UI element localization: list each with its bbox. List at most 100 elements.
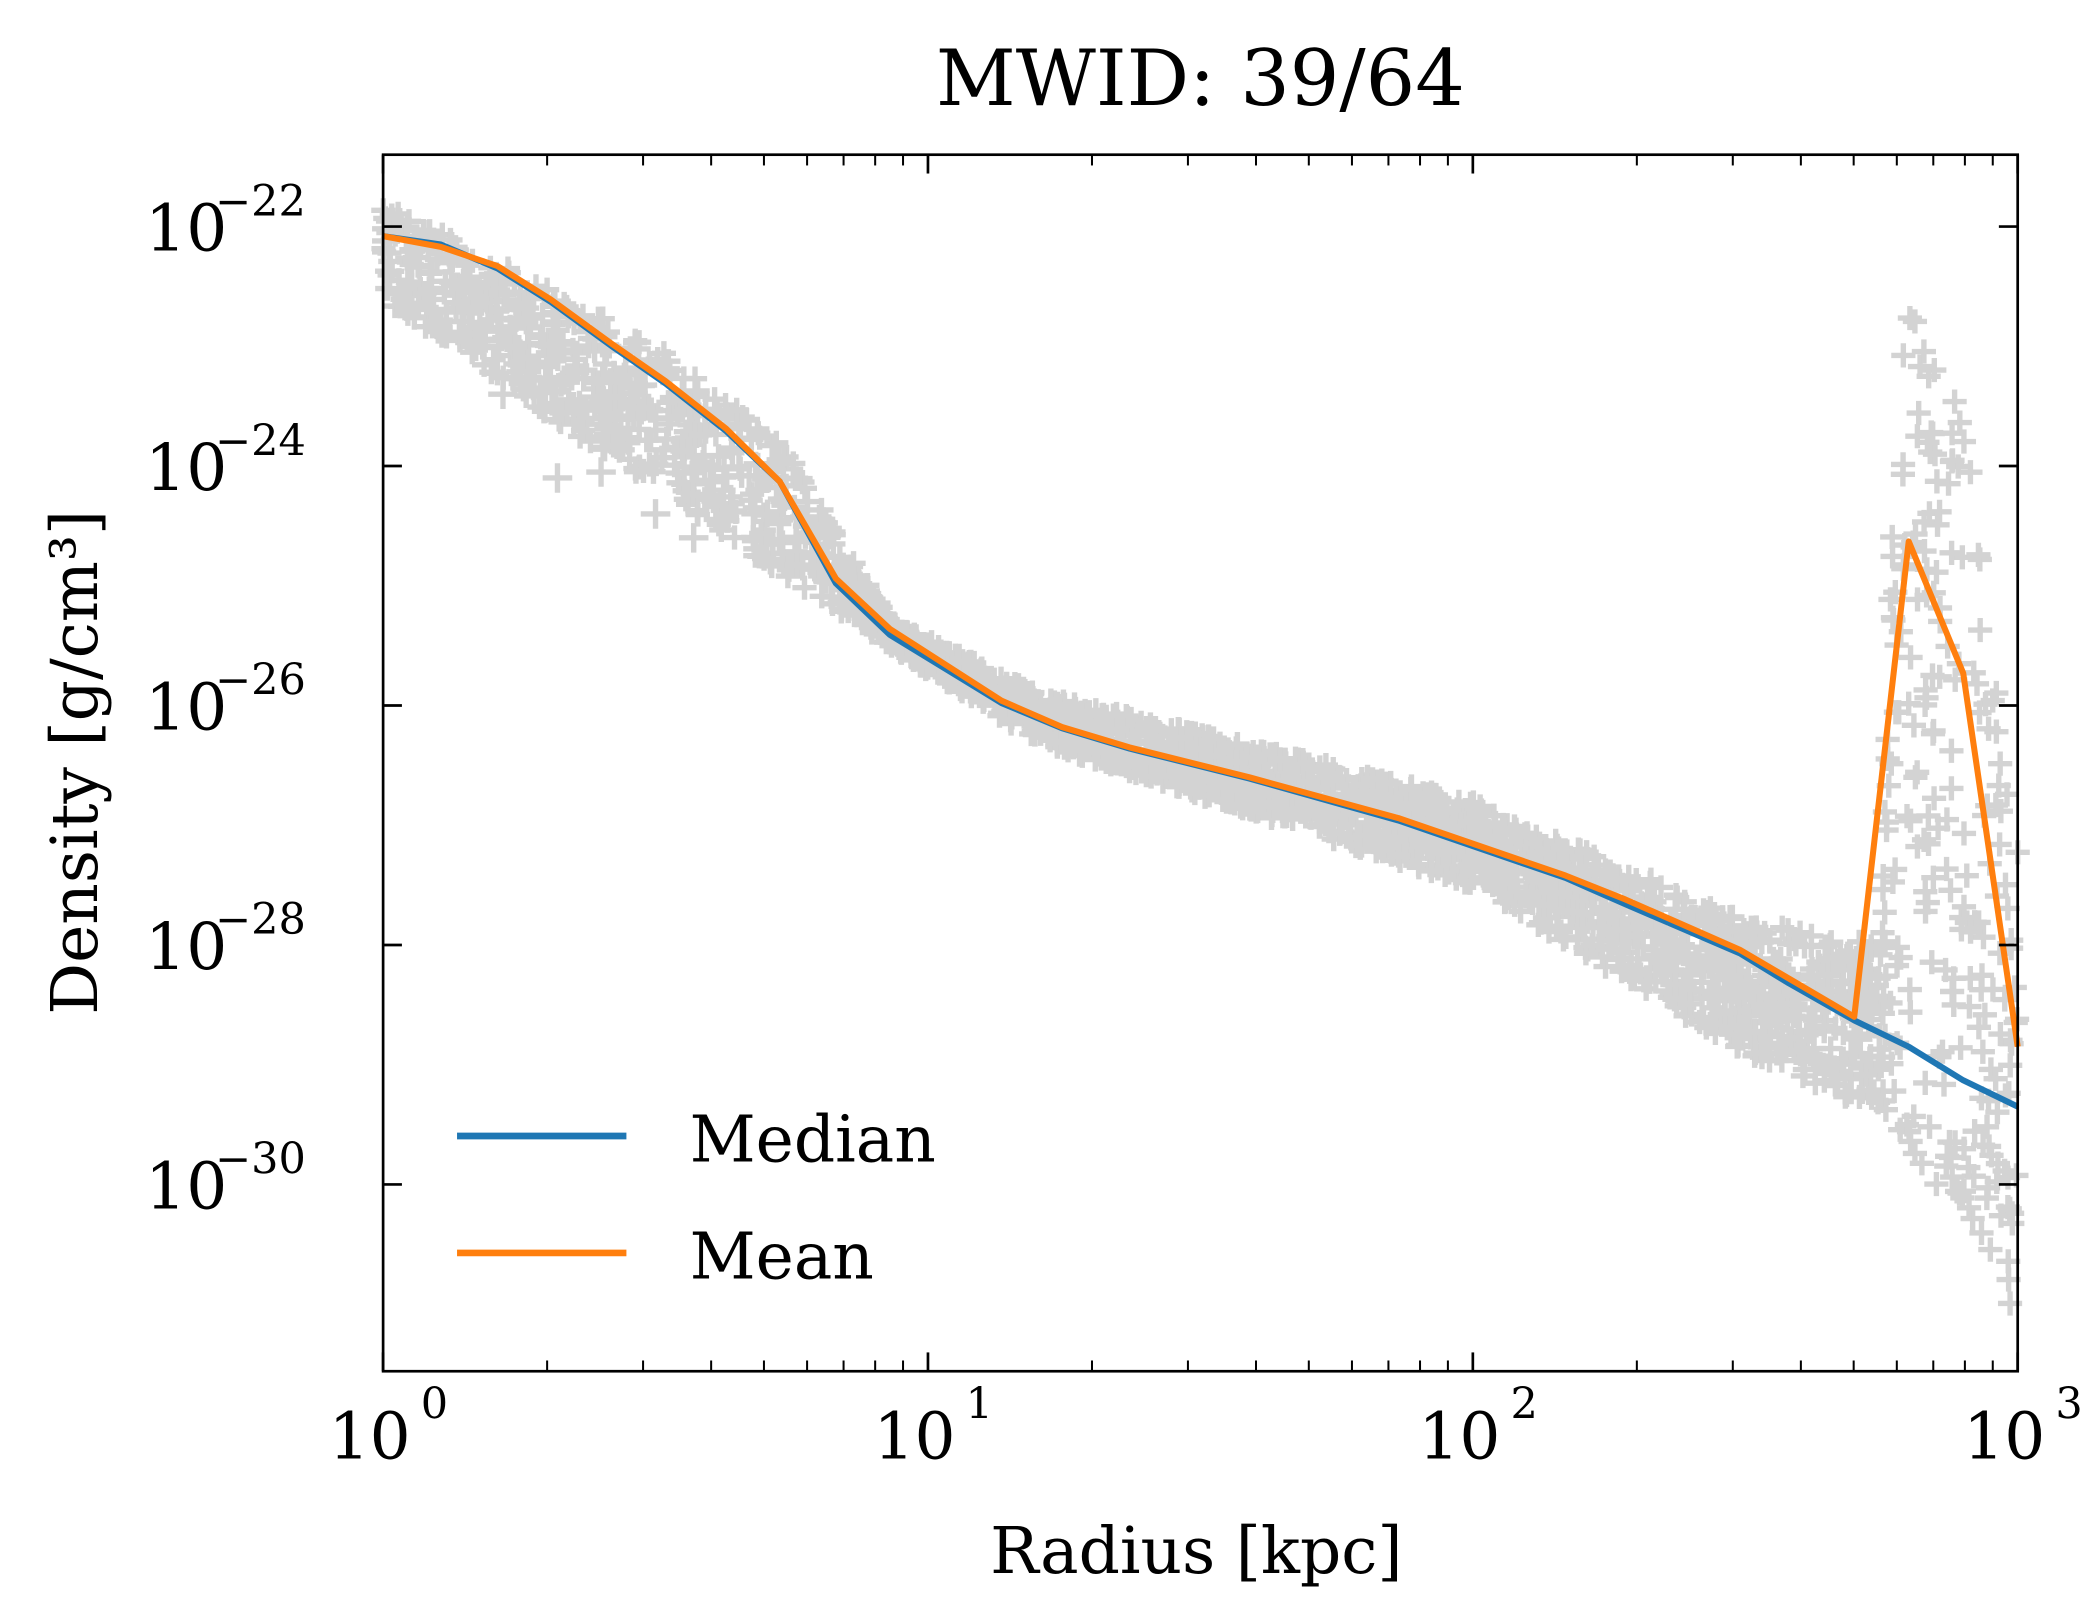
- scatter-point: [714, 505, 740, 530]
- scatter-point: [1939, 540, 1964, 565]
- scatter-point: [1938, 878, 1963, 903]
- scatter-point: [1409, 832, 1434, 857]
- scatter-point: [759, 553, 784, 579]
- scatter-point: [1678, 969, 1703, 994]
- scatter-point: [1803, 1071, 1828, 1096]
- scatter-point: [1760, 985, 1785, 1010]
- scatter-point: [724, 397, 749, 422]
- scatter-point: [554, 400, 579, 425]
- scatter-point: [1660, 943, 1685, 969]
- scatter-point: [1160, 763, 1186, 788]
- scatter-point: [634, 428, 659, 453]
- scatter-point: [399, 272, 424, 297]
- scatter-point: [1770, 915, 1795, 940]
- scatter-point: [809, 497, 834, 523]
- scatter-point: [1966, 1015, 1991, 1040]
- scatter-point: [1799, 923, 1824, 949]
- scatter-point: [1351, 779, 1376, 804]
- scatter-point: [1580, 933, 1605, 958]
- scatter-point: [766, 447, 791, 472]
- scatter-point: [747, 425, 772, 450]
- scatter-point: [1971, 925, 1996, 950]
- scatter-point: [1181, 771, 1206, 796]
- scatter-point: [543, 379, 568, 404]
- scatter-point: [451, 269, 476, 294]
- scatter-point: [531, 332, 556, 358]
- scatter-point: [1939, 776, 1964, 801]
- scatter-point: [1898, 1000, 1923, 1025]
- scatter-point: [1321, 804, 1346, 829]
- scatter-point: [1710, 908, 1735, 933]
- scatter-point: [1280, 806, 1305, 832]
- scatter-point: [512, 292, 537, 317]
- scatter-point: [402, 305, 427, 330]
- scatter-point: [1321, 767, 1346, 792]
- scatter-point: [1962, 1119, 1987, 1144]
- chart-title: MWID: 39/64: [936, 34, 1465, 124]
- scatter-point: [1927, 664, 1952, 689]
- scatter-point: [1625, 946, 1650, 971]
- scatter-point: [1942, 389, 1967, 414]
- scatter-point: [1386, 843, 1411, 868]
- scatter-point: [1138, 712, 1163, 737]
- scatter-point: [1878, 587, 1903, 612]
- scatter-point: [1947, 1180, 1972, 1206]
- scatter-point: [754, 503, 780, 528]
- scatter-point: [1907, 354, 1933, 379]
- scatter-point: [1365, 835, 1390, 860]
- scatter-point: [1921, 865, 1946, 890]
- scatter-point: [1984, 719, 2009, 744]
- scatter-point: [623, 328, 648, 353]
- scatter-point: [1198, 744, 1223, 769]
- scatter-point: [1902, 309, 1928, 334]
- scatter-point: [1917, 1114, 1942, 1139]
- scatter-point: [503, 334, 528, 359]
- y-tick-exponent: −28: [215, 895, 306, 945]
- scatter-point: [1964, 671, 1990, 696]
- y-tick-exponent: −26: [215, 656, 306, 706]
- scatter-point: [1561, 899, 1586, 924]
- scatter-point: [465, 287, 490, 312]
- scatter-point: [1930, 1039, 1955, 1064]
- scatter-point: [514, 296, 540, 321]
- scatter-point: [692, 452, 717, 478]
- scatter-point: [1861, 984, 1886, 1010]
- scatter-point: [1898, 645, 1923, 670]
- y-tick-label: 10: [145, 192, 227, 267]
- scatter-point: [1858, 1044, 1883, 1069]
- x-tick-exponent: 0: [421, 1379, 448, 1429]
- scatter-point: [488, 379, 518, 409]
- scatter-point: [1939, 421, 1965, 446]
- scatter-point: [821, 531, 846, 557]
- scatter-point: [1596, 937, 1622, 962]
- scatter-point: [1059, 705, 1084, 730]
- scatter-point: [1986, 773, 2011, 798]
- scatter-point: [1210, 787, 1235, 812]
- scatter-point: [1441, 839, 1466, 864]
- scatter-point: [1766, 1031, 1791, 1056]
- scatter-point: [376, 220, 401, 245]
- scatter-point: [1169, 726, 1194, 751]
- scatter-point: [798, 554, 823, 579]
- scatter-point: [656, 390, 681, 415]
- scatter-point: [1783, 932, 1808, 957]
- scatter-point: [655, 356, 680, 381]
- scatter-point: [770, 541, 795, 566]
- scatter-point: [1921, 786, 1947, 811]
- legend-median-label: Median: [690, 1103, 936, 1178]
- scatter-point: [1897, 977, 1922, 1002]
- scatter-point: [1975, 1175, 2001, 1200]
- scatter-point: [1038, 697, 1063, 722]
- scatter-point: [1677, 991, 1702, 1016]
- scatter-point: [1885, 935, 1910, 960]
- scatter-point: [1940, 1164, 1965, 1190]
- scatter-point: [1870, 1001, 1895, 1026]
- x-tick-exponent: 3: [2055, 1379, 2082, 1429]
- scatter-point: [1812, 1014, 1837, 1039]
- scatter-point: [451, 322, 476, 347]
- scatter-point: [1139, 764, 1164, 789]
- x-tick-exponent: 2: [1510, 1379, 1537, 1429]
- scatter-point: [1951, 894, 1977, 919]
